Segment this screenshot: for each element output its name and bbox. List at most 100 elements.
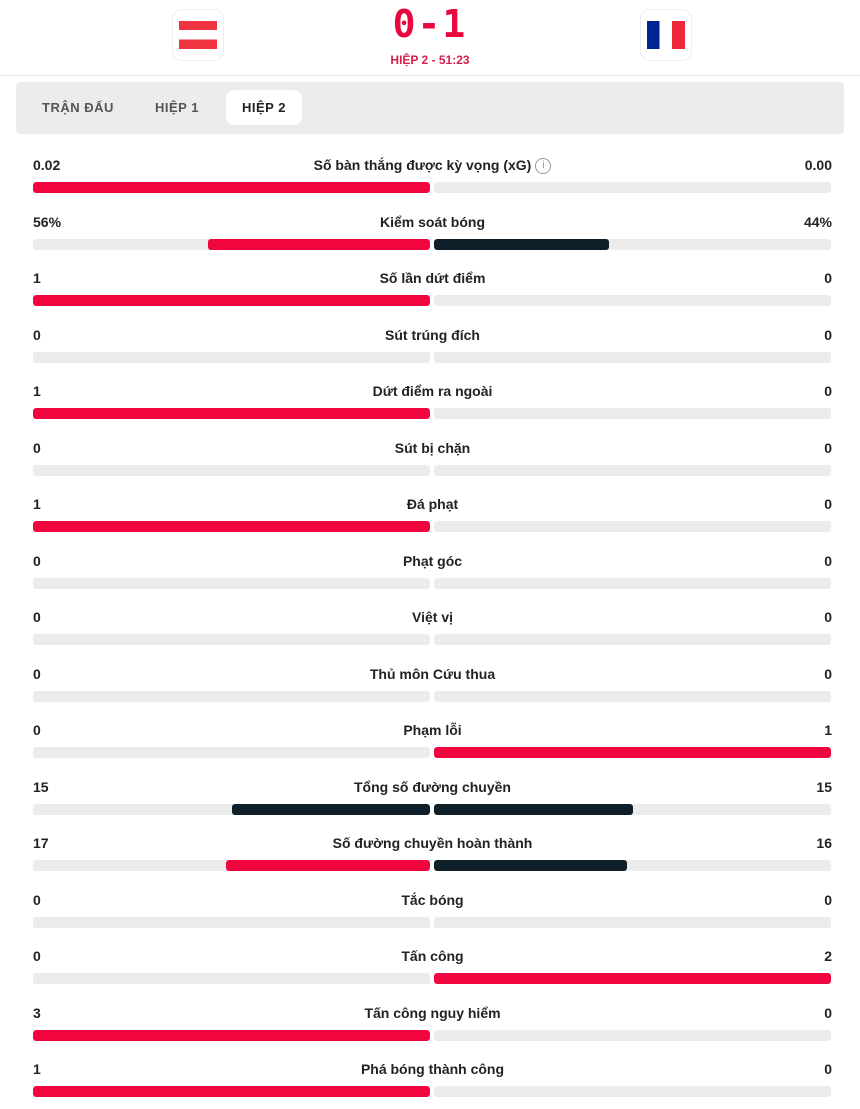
away-bar-fill xyxy=(434,803,633,815)
stat-row: 0 Sút bị chặn 0 xyxy=(33,440,832,480)
away-bar-fill xyxy=(434,747,831,758)
stat-label: Sút bị chặn xyxy=(394,439,471,456)
home-bar-fill xyxy=(231,803,430,815)
away-bar-track xyxy=(434,464,831,476)
away-bar-track xyxy=(434,860,831,871)
away-bar-track xyxy=(434,916,831,928)
home-value: 1 xyxy=(33,270,41,286)
away-bar-track xyxy=(434,295,831,306)
stat-row: 15 Tổng số đường chuyền 15 xyxy=(33,779,832,819)
home-bar-track xyxy=(33,690,430,702)
home-bar-track xyxy=(33,1029,430,1041)
stat-label: Tấn công nguy hiểm xyxy=(364,1004,501,1021)
match-period-time: HIỆP 2 - 51:23 xyxy=(390,53,470,67)
home-bar-track xyxy=(33,634,430,645)
stat-label: Sút trúng đích xyxy=(385,326,480,343)
home-bar-fill xyxy=(33,521,430,532)
stat-row: 1 Phá bóng thành công 0 xyxy=(33,1061,832,1101)
away-bar-fill xyxy=(434,973,831,984)
stat-label: Dứt điểm ra ngoài xyxy=(372,383,493,399)
stat-row: 0.02 Số bàn thắng được kỳ vọng (xG) i 0.0… xyxy=(33,157,832,197)
stat-row: 56% Kiểm soát bóng 44% xyxy=(33,214,832,254)
away-bar-track xyxy=(434,182,831,193)
home-bar-track xyxy=(33,351,430,363)
stat-row: 0 Việt vị 0 xyxy=(33,609,832,649)
stat-label: Phạt góc xyxy=(402,552,463,569)
away-bar-track xyxy=(434,1029,831,1041)
away-bar-fill xyxy=(434,238,609,250)
home-bar-fill xyxy=(33,295,430,306)
stat-row: 0 Tấn công 2 xyxy=(33,948,832,988)
stat-row: 1 Số lần dứt điểm 0 xyxy=(33,270,832,310)
home-bar-track xyxy=(33,916,430,928)
stat-row: 1 Đá phạt 0 xyxy=(33,496,832,536)
home-bar-fill xyxy=(207,238,430,250)
away-bar-track xyxy=(434,973,831,984)
home-bar-fill xyxy=(33,1029,430,1041)
away-bar-track xyxy=(434,408,831,419)
stat-label: Tấn công xyxy=(401,948,464,964)
away-bar-track xyxy=(434,634,831,645)
stat-label: Kiểm soát bóng xyxy=(379,213,485,230)
home-bar-track xyxy=(33,464,430,476)
home-bar-track xyxy=(33,803,430,815)
stat-row: 0 Sút trúng đích 0 xyxy=(33,327,832,367)
away-value: 16 xyxy=(816,835,832,851)
stat-row: 1 Dứt điểm ra ngoài 0 xyxy=(33,383,832,423)
tab-match[interactable]: TRẬN ĐẤU xyxy=(42,100,114,115)
home-bar-track xyxy=(33,1086,430,1097)
away-bar-track xyxy=(434,238,831,250)
away-value: 15 xyxy=(816,778,832,795)
away-value: 1 xyxy=(824,722,832,738)
home-bar-track xyxy=(33,182,430,193)
away-value: 0 xyxy=(824,1061,832,1077)
away-team-flag[interactable] xyxy=(640,9,692,61)
stat-label: Tắc bóng xyxy=(401,891,464,908)
tab-half-1[interactable]: HIỆP 1 xyxy=(155,100,199,115)
home-value: 0.02 xyxy=(33,157,61,173)
home-bar-fill xyxy=(33,408,430,419)
away-value: 0 xyxy=(824,665,832,682)
home-bar-track xyxy=(33,747,430,758)
away-bar-track xyxy=(434,747,831,758)
stat-row: 17 Số đường chuyền hoàn thành 16 xyxy=(33,835,832,875)
home-bar-track xyxy=(33,577,430,589)
away-value: 0 xyxy=(824,496,832,512)
away-bar-fill xyxy=(434,860,627,871)
away-bar-track xyxy=(434,521,831,532)
match-header: 0-1 HIỆP 2 - 51:23 xyxy=(0,0,860,76)
score: 0-1 xyxy=(392,2,468,46)
stat-row: 0 Tắc bóng 0 xyxy=(33,892,832,932)
home-value: 0 xyxy=(33,665,41,682)
home-value: 56% xyxy=(33,213,62,230)
home-bar-track xyxy=(33,295,430,306)
home-value: 1 xyxy=(33,496,41,512)
stat-row: 3 Tấn công nguy hiểm 0 xyxy=(33,1005,832,1045)
home-value: 0 xyxy=(33,609,41,625)
tab-half-2[interactable]: HIỆP 2 xyxy=(226,90,302,125)
home-value: 0 xyxy=(33,891,41,908)
away-value: 0 xyxy=(824,552,832,569)
stat-row: 0 Phạm lỗi 1 xyxy=(33,722,832,762)
away-bar-track xyxy=(434,690,831,702)
stat-label: Số lần dứt điểm xyxy=(379,270,486,286)
away-value: 0 xyxy=(824,891,832,908)
home-team-flag[interactable] xyxy=(172,9,224,61)
info-icon[interactable]: i xyxy=(535,158,552,175)
away-bar-track xyxy=(434,803,831,815)
home-bar-track xyxy=(33,860,430,871)
home-value: 1 xyxy=(33,383,41,399)
stat-row: 0 Thủ môn Cứu thua 0 xyxy=(33,666,832,706)
away-value: 0 xyxy=(824,439,832,456)
home-bar-track xyxy=(33,238,430,250)
away-bar-track xyxy=(434,1086,831,1097)
away-value: 44% xyxy=(803,213,832,230)
austria-flag-icon xyxy=(179,21,217,49)
home-bar-fill xyxy=(33,182,430,193)
stat-label: Phạm lỗi xyxy=(403,722,462,738)
france-flag-icon xyxy=(647,21,685,49)
away-value: 0 xyxy=(824,270,832,286)
home-bar-fill xyxy=(33,1086,430,1097)
stat-label: Phá bóng thành công xyxy=(360,1061,505,1077)
stat-label: Số đường chuyền hoàn thành xyxy=(332,835,533,851)
